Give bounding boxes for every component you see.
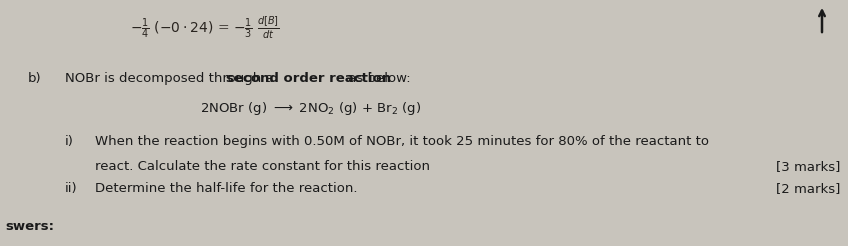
Text: [2 marks]: [2 marks] <box>776 182 840 195</box>
Text: $-\frac{1}{4}$ $(-0\cdot 24)$ = $-\frac{1}{3}$ $\frac{d[B]}{dt}$: $-\frac{1}{4}$ $(-0\cdot 24)$ = $-\frac{… <box>130 15 280 41</box>
Text: ii): ii) <box>65 182 78 195</box>
Text: second order reaction: second order reaction <box>226 72 391 85</box>
Text: swers:: swers: <box>5 220 54 233</box>
Text: react. Calculate the rate constant for this reaction: react. Calculate the rate constant for t… <box>95 160 430 173</box>
Text: 2NOBr (g) $\longrightarrow$ 2NO$_2$ (g) + Br$_2$ (g): 2NOBr (g) $\longrightarrow$ 2NO$_2$ (g) … <box>200 100 421 117</box>
Text: When the reaction begins with 0.50M of NOBr, it took 25 minutes for 80% of the r: When the reaction begins with 0.50M of N… <box>95 135 709 148</box>
Text: [3 marks]: [3 marks] <box>776 160 840 173</box>
Text: as below:: as below: <box>343 72 410 85</box>
Text: b): b) <box>28 72 42 85</box>
Text: Determine the half-life for the reaction.: Determine the half-life for the reaction… <box>95 182 358 195</box>
Text: i): i) <box>65 135 74 148</box>
Text: NOBr is decomposed through a: NOBr is decomposed through a <box>65 72 278 85</box>
